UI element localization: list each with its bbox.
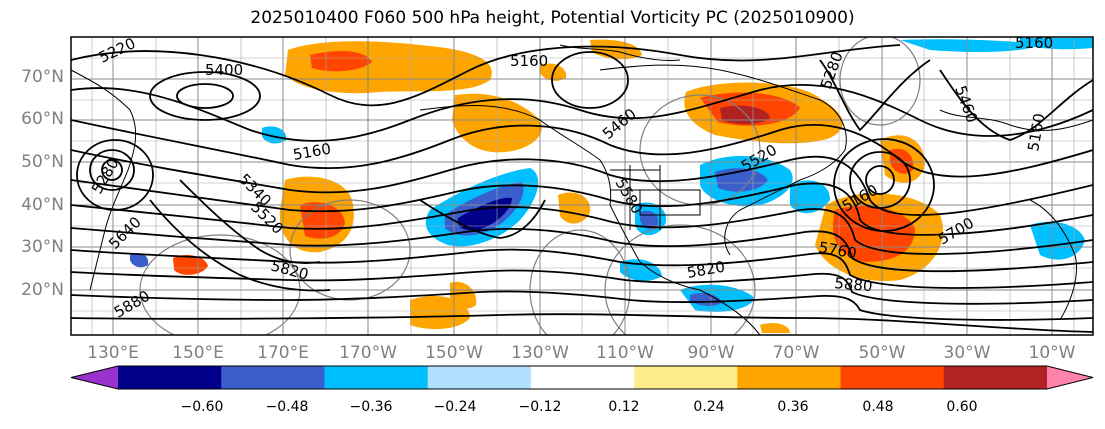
latitude-label: 20°N [21, 280, 64, 300]
coastlines [71, 44, 1093, 335]
contour-label: 5160 [1015, 34, 1053, 52]
longitude-label: 170°E [257, 343, 309, 363]
colorbar-segment [427, 366, 532, 389]
longitude-label: 50°W [858, 343, 906, 363]
colorbar-tick-label: 0.12 [608, 399, 640, 415]
colorbar-tick-label: −0.36 [349, 399, 393, 415]
colorbar-tick-label: −0.60 [180, 399, 224, 415]
colorbar-segment [324, 366, 429, 389]
longitude-label: 90°W [687, 343, 735, 363]
height-contours [71, 44, 1093, 333]
longitude-label: 150°W [425, 343, 483, 363]
colorbar-segment [943, 366, 1048, 389]
latitude-label: 70°N [21, 67, 64, 87]
colorbar-tick-label: 0.60 [946, 399, 978, 415]
latitude-label: 60°N [21, 109, 64, 129]
colorbar-segment [634, 366, 738, 389]
colorbar-extend-low [71, 366, 118, 389]
colorbar-segment [737, 366, 842, 389]
colorbar-segment [221, 366, 325, 389]
contour-label: 5880 [834, 274, 874, 295]
latitude-label: 40°N [21, 195, 64, 215]
longitude-label: 130°E [87, 343, 139, 363]
colorbar-tick-label: −0.24 [433, 399, 477, 415]
colorbar-outline [70, 365, 1094, 390]
longitude-label: 150°E [172, 343, 224, 363]
colorbar [70, 365, 1094, 390]
colorbar-tick-label: −0.48 [265, 399, 309, 415]
longitude-label: 70°W [772, 343, 820, 363]
colorbar-segment [840, 366, 945, 389]
map-frame [70, 36, 1094, 336]
colorbar-tick-label: 0.36 [777, 399, 809, 415]
colorbar-tick-label: 0.24 [693, 399, 725, 415]
colorbar-extend-high [1047, 366, 1093, 389]
colorbar-tick-label: 0.48 [862, 399, 894, 415]
colorbar-segment [530, 366, 635, 389]
contour-label: 5160 [510, 52, 548, 70]
chart-title: 2025010400 F060 500 hPa height, Potentia… [250, 8, 855, 28]
colorbar-tick-label: −0.12 [518, 399, 562, 415]
contour-label: 5400 [205, 61, 243, 79]
longitude-label: 130°W [511, 343, 569, 363]
latitude-label: 30°N [21, 237, 64, 257]
longitude-label: 110°W [596, 343, 654, 363]
latitude-label: 50°N [21, 152, 64, 172]
longitude-label: 170°W [339, 343, 397, 363]
longitude-label: 30°W [943, 343, 991, 363]
longitude-label: 10°W [1028, 343, 1076, 363]
colorbar-segment [118, 366, 222, 389]
